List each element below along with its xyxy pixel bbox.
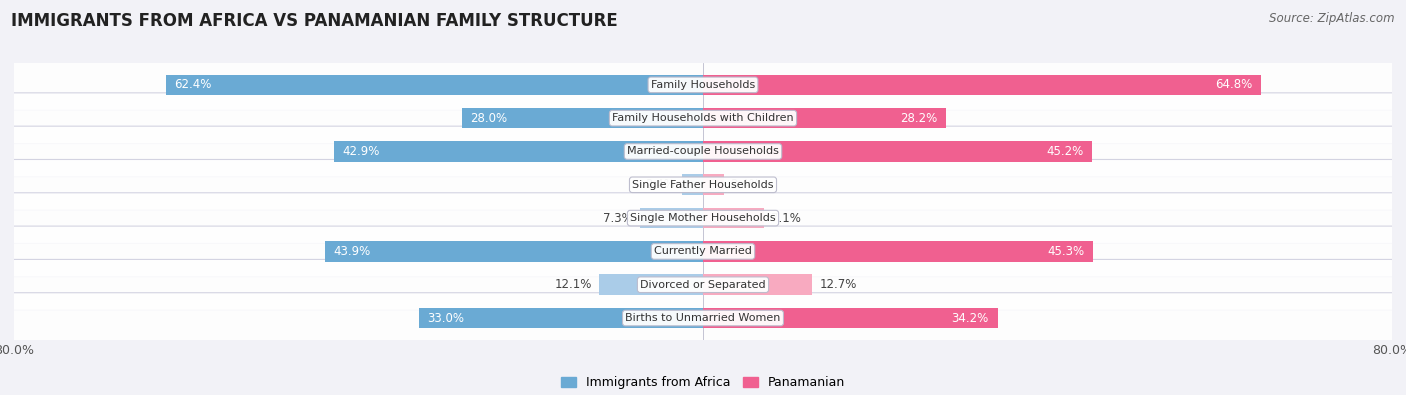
Text: 45.2%: 45.2% [1046,145,1084,158]
Text: 45.3%: 45.3% [1047,245,1084,258]
Bar [703,141,1092,162]
Text: Divorced or Separated: Divorced or Separated [640,280,766,290]
Bar [640,208,703,228]
Bar [703,275,813,295]
Bar [703,208,763,228]
Text: 7.1%: 7.1% [770,212,801,225]
Bar [325,241,703,262]
FancyBboxPatch shape [11,160,1395,210]
FancyBboxPatch shape [11,293,1395,343]
Text: Currently Married: Currently Married [654,246,752,256]
Text: 33.0%: 33.0% [427,312,464,325]
Text: 28.0%: 28.0% [471,112,508,125]
Text: 12.1%: 12.1% [554,278,592,291]
Text: 64.8%: 64.8% [1215,78,1253,91]
Bar [703,108,946,128]
Text: 12.7%: 12.7% [820,278,856,291]
FancyBboxPatch shape [11,93,1395,143]
Bar [166,75,703,95]
Text: Family Households: Family Households [651,80,755,90]
Text: Family Households with Children: Family Households with Children [612,113,794,123]
FancyBboxPatch shape [11,193,1395,243]
Bar [703,241,1092,262]
Text: Source: ZipAtlas.com: Source: ZipAtlas.com [1270,12,1395,25]
Text: 62.4%: 62.4% [174,78,212,91]
Text: 34.2%: 34.2% [952,312,988,325]
Bar [461,108,703,128]
Text: Single Mother Households: Single Mother Households [630,213,776,223]
Text: IMMIGRANTS FROM AFRICA VS PANAMANIAN FAMILY STRUCTURE: IMMIGRANTS FROM AFRICA VS PANAMANIAN FAM… [11,12,619,30]
Text: 42.9%: 42.9% [342,145,380,158]
Text: 7.3%: 7.3% [603,212,633,225]
Text: 28.2%: 28.2% [900,112,938,125]
FancyBboxPatch shape [11,226,1395,277]
Text: Married-couple Households: Married-couple Households [627,147,779,156]
Bar [419,308,703,328]
Bar [599,275,703,295]
Bar [703,75,1261,95]
Bar [703,308,997,328]
Text: 2.4%: 2.4% [645,178,675,191]
Bar [333,141,703,162]
FancyBboxPatch shape [11,60,1395,110]
Text: 43.9%: 43.9% [333,245,371,258]
Bar [682,175,703,195]
Text: Single Father Households: Single Father Households [633,180,773,190]
Legend: Immigrants from Africa, Panamanian: Immigrants from Africa, Panamanian [555,371,851,394]
Text: 2.4%: 2.4% [731,178,761,191]
Text: Births to Unmarried Women: Births to Unmarried Women [626,313,780,323]
FancyBboxPatch shape [11,260,1395,310]
Bar [703,175,724,195]
FancyBboxPatch shape [11,126,1395,177]
